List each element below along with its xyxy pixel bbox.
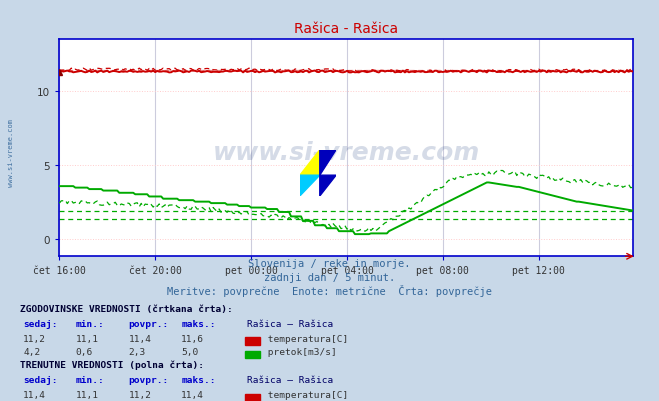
Text: TRENUTNE VREDNOSTI (polna črta):: TRENUTNE VREDNOSTI (polna črta): [20, 359, 204, 369]
Text: 11,4: 11,4 [181, 390, 204, 399]
Text: 0,6: 0,6 [76, 347, 93, 356]
Text: maks.:: maks.: [181, 319, 215, 328]
Text: min.:: min.: [76, 319, 105, 328]
Polygon shape [300, 176, 320, 196]
Text: www.si-vreme.com: www.si-vreme.com [8, 118, 14, 186]
Text: 11,4: 11,4 [23, 390, 46, 399]
Text: 11,1: 11,1 [76, 390, 99, 399]
Text: povpr.:: povpr.: [129, 319, 169, 328]
Text: povpr.:: povpr.: [129, 375, 169, 384]
Text: sedaj:: sedaj: [23, 375, 57, 384]
Text: 4,2: 4,2 [23, 347, 40, 356]
Text: 5,0: 5,0 [181, 347, 198, 356]
Text: 11,4: 11,4 [129, 334, 152, 343]
Text: min.:: min.: [76, 375, 105, 384]
Title: Rašica - Rašica: Rašica - Rašica [294, 22, 398, 36]
Text: Rašica – Rašica: Rašica – Rašica [247, 375, 333, 384]
Text: Rašica – Rašica: Rašica – Rašica [247, 319, 333, 328]
Text: www.si-vreme.com: www.si-vreme.com [212, 141, 480, 165]
Polygon shape [320, 150, 336, 176]
Text: Slovenija / reke in morje.: Slovenija / reke in morje. [248, 259, 411, 269]
Text: pretok[m3/s]: pretok[m3/s] [262, 347, 336, 356]
Text: 2,3: 2,3 [129, 347, 146, 356]
Text: 11,1: 11,1 [76, 334, 99, 343]
Polygon shape [300, 150, 320, 176]
Text: sedaj:: sedaj: [23, 319, 57, 328]
Text: temperatura[C]: temperatura[C] [262, 390, 348, 399]
Text: maks.:: maks.: [181, 375, 215, 384]
Text: temperatura[C]: temperatura[C] [262, 334, 348, 343]
Text: ZGODOVINSKE VREDNOSTI (črtkana črta):: ZGODOVINSKE VREDNOSTI (črtkana črta): [20, 304, 233, 313]
Polygon shape [320, 176, 336, 196]
Text: zadnji dan / 5 minut.: zadnji dan / 5 minut. [264, 273, 395, 283]
Text: 11,2: 11,2 [23, 334, 46, 343]
Text: Meritve: povprečne  Enote: metrične  Črta: povprečje: Meritve: povprečne Enote: metrične Črta:… [167, 285, 492, 297]
Text: 11,6: 11,6 [181, 334, 204, 343]
Text: 11,2: 11,2 [129, 390, 152, 399]
